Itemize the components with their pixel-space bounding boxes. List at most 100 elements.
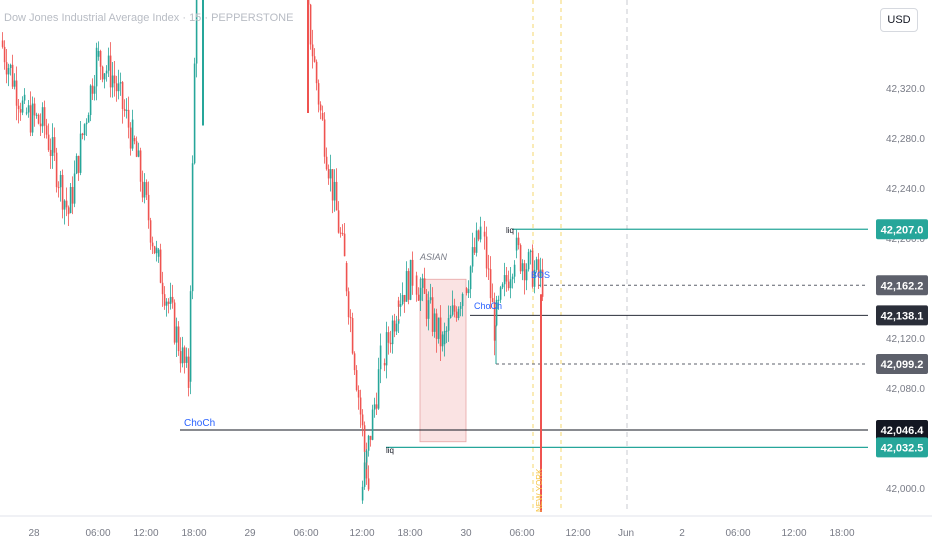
- bear-candle: [99, 50, 102, 67]
- bear-candle: [321, 113, 324, 120]
- bull-candle: [479, 226, 482, 240]
- y-tick-label: 42,120.0: [886, 334, 925, 345]
- bear-candle: [153, 246, 156, 254]
- bull-candle: [535, 259, 538, 270]
- new-york-label: NEW YORK: [535, 468, 544, 512]
- bull-candle: [401, 295, 404, 304]
- bear-candle: [375, 404, 378, 409]
- price-label-box: [876, 219, 928, 240]
- bull-candle: [437, 317, 440, 339]
- bear-candle: [19, 109, 22, 113]
- impulse-candle: [307, 0, 309, 113]
- bear-candle: [383, 363, 386, 366]
- bear-candle: [351, 318, 354, 354]
- bull-candle: [391, 320, 394, 345]
- x-tick-label: 06:00: [85, 528, 110, 539]
- bull-candle: [73, 173, 76, 204]
- x-tick-label: 12:00: [565, 528, 590, 539]
- bear-candle: [491, 298, 494, 303]
- bear-candle: [505, 275, 508, 282]
- bear-candle: [439, 317, 442, 347]
- bear-candle: [483, 231, 486, 237]
- bull-candle: [125, 109, 128, 111]
- bear-candle: [337, 210, 340, 233]
- bull-candle: [363, 462, 366, 487]
- bear-candle: [167, 301, 170, 304]
- bear-candle: [139, 150, 142, 182]
- bull-candle: [529, 250, 532, 253]
- bear-candle: [489, 269, 492, 299]
- price-label-text: 42,032.5: [881, 442, 924, 454]
- bear-candle: [81, 133, 84, 136]
- bull-candle: [509, 279, 512, 289]
- y-tick-label: 42,320.0: [886, 84, 925, 95]
- bear-candle: [425, 293, 428, 319]
- bull-candle: [379, 345, 382, 370]
- bull-candle: [87, 115, 90, 123]
- bull-candle: [539, 269, 542, 277]
- price-label-box: [876, 354, 928, 374]
- bull-candle: [193, 63, 196, 164]
- bear-candle: [341, 233, 344, 235]
- bull-candle: [459, 306, 462, 309]
- bull-candle: [69, 186, 72, 213]
- bear-candle: [431, 297, 434, 332]
- x-tick-label: 12:00: [781, 528, 806, 539]
- bear-candle: [315, 61, 318, 84]
- currency-button[interactable]: USD: [880, 8, 918, 32]
- bear-candle: [335, 181, 338, 211]
- chart-title: Dow Jones Industrial Average Index · 15 …: [4, 12, 294, 24]
- bull-candle: [27, 105, 30, 113]
- bear-candle: [123, 108, 126, 111]
- bull-candle: [451, 305, 454, 315]
- bull-candle: [329, 169, 332, 179]
- bull-candle: [181, 347, 184, 364]
- bull-candle: [377, 369, 380, 409]
- bear-candle: [523, 263, 526, 281]
- bear-candle: [101, 66, 104, 80]
- bull-candle: [23, 94, 26, 101]
- bull-candle: [175, 326, 178, 343]
- bull-candle: [461, 294, 464, 307]
- bull-candle: [9, 64, 12, 69]
- bull-candle: [495, 299, 498, 326]
- bull-candle: [447, 317, 450, 331]
- bos-label: BOS: [531, 270, 550, 280]
- choch-label-1: ChoCh: [184, 418, 215, 429]
- bear-candle: [389, 342, 392, 345]
- bull-candle: [333, 181, 336, 201]
- bear-candle: [163, 294, 166, 306]
- bear-candle: [347, 291, 350, 318]
- bull-candle: [371, 409, 374, 440]
- bear-candle: [493, 302, 496, 341]
- x-tick-label: 06:00: [509, 528, 534, 539]
- x-tick-label: 18:00: [397, 528, 422, 539]
- bull-candle: [427, 300, 430, 319]
- bear-candle: [17, 105, 20, 110]
- price-label-box: [876, 437, 928, 458]
- bear-candle: [517, 237, 520, 246]
- bull-candle: [385, 332, 388, 366]
- bear-candle: [49, 149, 52, 156]
- bear-candle: [541, 269, 544, 297]
- bear-candle: [55, 152, 58, 188]
- x-tick-label: 12:00: [133, 528, 158, 539]
- bear-candle: [171, 296, 174, 303]
- bear-candle: [487, 268, 490, 270]
- bear-candle: [61, 174, 64, 210]
- bull-candle: [85, 122, 88, 125]
- bear-candle: [53, 137, 56, 153]
- bear-candle: [159, 249, 162, 283]
- bull-candle: [365, 450, 368, 463]
- bear-candle: [47, 134, 50, 150]
- bull-candle: [457, 308, 460, 319]
- bull-candle: [499, 287, 502, 300]
- bull-candle: [467, 289, 470, 294]
- bear-candle: [135, 141, 138, 157]
- bear-candle: [393, 320, 396, 332]
- bull-candle: [13, 80, 16, 87]
- bull-candle: [429, 297, 432, 301]
- bear-candle: [339, 232, 342, 234]
